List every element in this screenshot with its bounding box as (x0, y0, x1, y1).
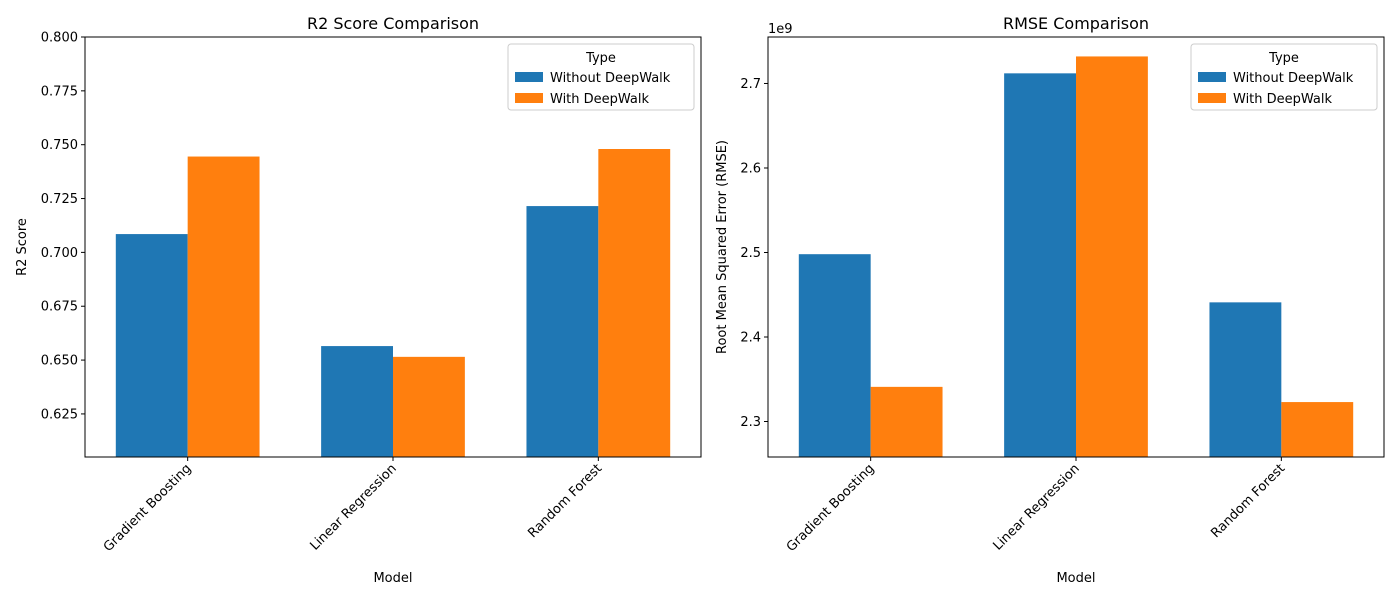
legend-title: Type (1268, 51, 1299, 66)
legend-entry-label: With DeepWalk (550, 92, 650, 107)
bar-without-deepwalk-0 (798, 254, 871, 457)
legend-box (507, 43, 695, 111)
y-tick-label: 0.800 (41, 31, 78, 46)
legend-entry-label: Without DeepWalk (1233, 71, 1354, 86)
y-axis-label: Root Mean Squared Error (RMSE) (715, 140, 730, 354)
bar-with-deepwalk-2 (1281, 402, 1354, 457)
bar-without-deepwalk-1 (1004, 73, 1076, 458)
bar-with-deepwalk-2 (598, 149, 671, 457)
legend-entry-label: With DeepWalk (1233, 92, 1333, 107)
chart-title: RMSE Comparison (1003, 14, 1149, 33)
y-tick-label: 0.675 (41, 300, 78, 315)
y-tick-label: 2.6 (740, 161, 761, 176)
legend-title: Type (585, 51, 616, 66)
bar-without-deepwalk-2 (526, 206, 599, 457)
bar-without-deepwalk-2 (1209, 302, 1282, 457)
bar-without-deepwalk-1 (321, 346, 393, 457)
bar-without-deepwalk-0 (115, 234, 188, 457)
y-axis-label: R2 Score (15, 218, 30, 276)
y-tick-label: 0.625 (41, 407, 78, 422)
y-tick-label: 2.7 (740, 77, 761, 92)
y-tick-label: 2.4 (740, 331, 761, 346)
y-tick-label: 0.650 (41, 354, 78, 369)
legend-box (1190, 43, 1378, 111)
chart-title: R2 Score Comparison (307, 14, 479, 33)
legend-swatch-without-deepwalk (515, 72, 543, 82)
y-axis-offset-text: 1e9 (768, 22, 793, 37)
x-axis-label: Model (373, 571, 412, 586)
legend-swatch-with-deepwalk (1198, 93, 1226, 103)
legend: Type Without DeepWalk With DeepWalk (1190, 43, 1378, 111)
bar-with-deepwalk-1 (1076, 56, 1148, 458)
x-axis-label: Model (1056, 571, 1095, 586)
y-tick-label: 2.5 (740, 246, 761, 261)
y-tick-label: 2.3 (740, 415, 761, 430)
y-tick-label: 0.700 (41, 246, 78, 261)
y-tick-label: 0.750 (41, 138, 78, 153)
bar-with-deepwalk-0 (870, 386, 943, 457)
legend-swatch-without-deepwalk (1198, 72, 1226, 82)
legend: Type Without DeepWalk With DeepWalk (507, 43, 695, 111)
bar-with-deepwalk-1 (393, 356, 465, 457)
legend-swatch-with-deepwalk (515, 93, 543, 103)
y-tick-label: 0.725 (41, 192, 78, 207)
y-tick-label: 0.775 (41, 84, 78, 99)
legend-entry-label: Without DeepWalk (550, 71, 671, 86)
bar-with-deepwalk-0 (187, 156, 260, 458)
